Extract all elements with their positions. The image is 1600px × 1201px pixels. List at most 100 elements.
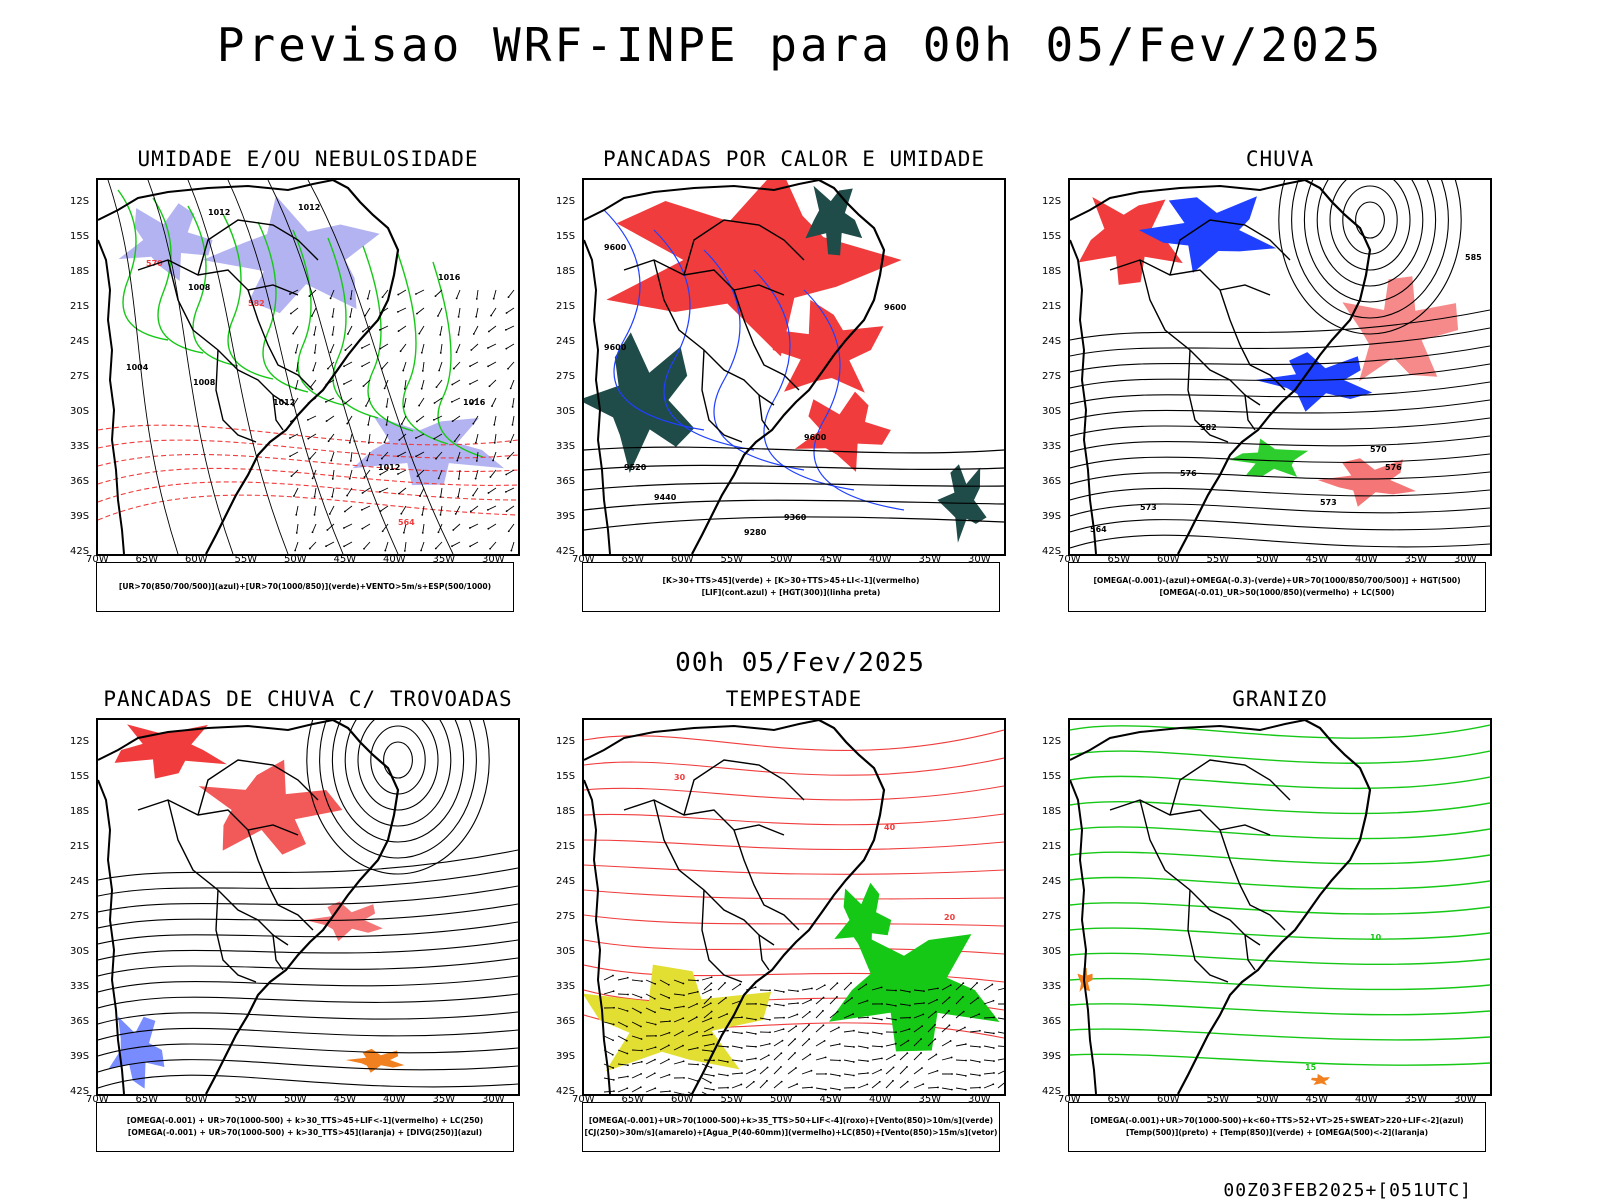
wind-vector xyxy=(511,542,514,551)
wind-vector-head xyxy=(853,1075,855,1077)
wind-vector xyxy=(802,1039,809,1046)
wind-vector xyxy=(488,506,496,510)
wind-vector-head xyxy=(853,1061,855,1063)
wind-vector-head xyxy=(487,365,489,367)
precipitable-water-contour xyxy=(584,758,1004,775)
lat-label: 27S xyxy=(556,911,575,922)
hgt500-label: 573 xyxy=(1140,503,1157,512)
wind-vector-head xyxy=(853,1046,855,1048)
wind-vector-head xyxy=(669,1032,671,1034)
temp850-contour xyxy=(1070,827,1490,839)
wind-vector xyxy=(760,1055,769,1060)
lat-label: 27S xyxy=(556,371,575,382)
wind-vector xyxy=(290,452,298,456)
wind-vector-head xyxy=(937,1070,939,1072)
wind-vector xyxy=(297,524,298,533)
wind-vector xyxy=(453,524,460,530)
wind-vector-head xyxy=(654,983,656,985)
wind-vector xyxy=(702,990,711,994)
lat-label: 30S xyxy=(70,406,89,417)
wind-vector-head xyxy=(314,352,316,354)
pressure-label: 1008 xyxy=(188,283,211,292)
wind-vector xyxy=(387,398,388,407)
wind-vector-head xyxy=(909,991,911,993)
lat-label: 33S xyxy=(70,441,89,452)
wind-vector-head xyxy=(741,1016,743,1018)
wind-vector xyxy=(632,1062,642,1064)
wind-vector-head xyxy=(755,986,757,988)
wind-vector-head xyxy=(711,1034,713,1036)
precipitable-water-contour xyxy=(584,814,1004,825)
lat-label: 21S xyxy=(70,841,89,852)
wind-vector-head xyxy=(640,1073,642,1075)
wind-vector-head xyxy=(881,1046,883,1048)
wind-vector xyxy=(984,1046,994,1048)
wind-vector-head xyxy=(950,1040,952,1042)
lat-label: 30S xyxy=(556,406,575,417)
temp850-contour xyxy=(1070,1054,1490,1065)
wind-vector-head xyxy=(343,383,345,385)
lat-label: 21S xyxy=(556,301,575,312)
wind-vector-head xyxy=(850,982,852,984)
wind-vector-head xyxy=(865,983,867,985)
wind-vector-head xyxy=(381,368,383,370)
wind-vector xyxy=(440,326,442,335)
temp850-contour xyxy=(1070,1004,1490,1015)
wind-vector-head xyxy=(343,545,345,547)
wind-vector xyxy=(368,416,370,425)
wind-vector xyxy=(473,488,478,496)
hgt300-contour xyxy=(584,447,1004,453)
wind-vector-head xyxy=(422,370,424,372)
wind-vector-head xyxy=(978,1013,980,1015)
wind-vector-head xyxy=(808,1024,810,1026)
wind-vector-head xyxy=(755,1046,757,1048)
wind-vector-head xyxy=(740,1084,742,1086)
wind-vector xyxy=(488,524,496,529)
wind-vector-head xyxy=(683,1060,685,1062)
wind-vector xyxy=(403,362,406,371)
wind-vector xyxy=(732,1032,742,1033)
panel-legend-2: [K>30+TTS>45](verde) + [K>30+TTS>45+LI<-… xyxy=(582,562,1000,612)
wind-vector xyxy=(291,308,298,314)
legend-line: [OMEGA(-0.001) + UR>70(1000-500) + k>30_… xyxy=(127,1115,483,1127)
wind-vector xyxy=(816,1088,826,1090)
wind-vector-head xyxy=(727,1061,729,1063)
wind-vector-head xyxy=(309,458,311,460)
lat-label: 27S xyxy=(70,371,89,382)
wind-vector-head xyxy=(879,1081,881,1083)
lat-label: 21S xyxy=(556,841,575,852)
legend-line: [OMEGA(-0.001) + UR>70(1000-500) + k>30_… xyxy=(128,1127,482,1139)
wind-vector xyxy=(345,398,352,404)
streamline xyxy=(1070,520,1490,532)
wind-vector-head xyxy=(510,441,512,443)
wind-vector-head xyxy=(476,460,478,462)
lat-label: 24S xyxy=(70,336,89,347)
legend-line: [OMEGA(-0.001)+UR>70(1000-500)+k<60+TTS>… xyxy=(1090,1115,1463,1127)
wind-vector xyxy=(970,983,977,990)
wind-vector-head xyxy=(456,297,458,299)
wind-vector-head xyxy=(962,996,964,998)
wind-vector xyxy=(488,362,496,366)
wind-vector-head xyxy=(894,1054,896,1056)
wind-vector xyxy=(984,1017,994,1018)
precipitable-water-contour xyxy=(584,786,1004,800)
wind-vector xyxy=(998,1046,1004,1047)
wind-vector xyxy=(294,488,298,496)
wind-vector xyxy=(774,1053,781,1060)
wind-vector-head xyxy=(416,313,418,315)
wind-vector-head xyxy=(487,347,489,349)
wind-vector-head xyxy=(307,438,309,440)
wind-vector-head xyxy=(344,349,346,351)
panel-title-3: CHUVA xyxy=(1068,147,1492,171)
wind-vector-head xyxy=(654,1072,656,1074)
water-label: 40 xyxy=(884,823,896,832)
wind-vector-head xyxy=(794,1038,796,1040)
wind-vector xyxy=(438,524,442,532)
wind-vector xyxy=(858,1073,868,1074)
wind-vector-head xyxy=(669,1074,671,1076)
temp850-contour xyxy=(1070,928,1490,939)
streamline xyxy=(98,886,518,912)
wind-vector-head xyxy=(640,1086,642,1088)
wind-vector xyxy=(746,1082,754,1088)
